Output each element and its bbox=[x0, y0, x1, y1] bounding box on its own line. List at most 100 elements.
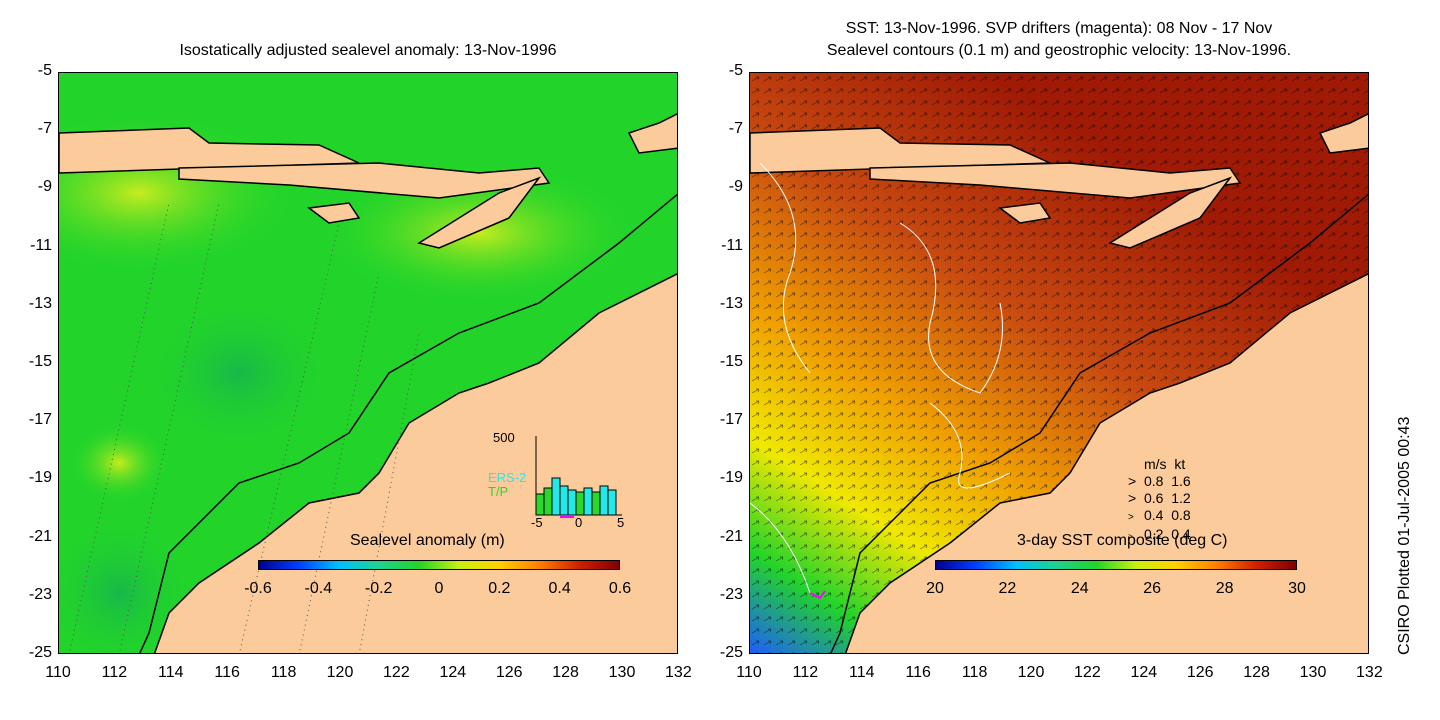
java-land bbox=[750, 127, 1051, 174]
legend-arrow-icon: > bbox=[1128, 532, 1133, 541]
velocity-legend-row: >0.8 1.6 bbox=[1128, 473, 1191, 489]
y-tick-label: -5 bbox=[728, 62, 743, 79]
left-colorbar-title: Sealevel anomaly (m) bbox=[350, 532, 505, 549]
x-tick-label: 118 bbox=[961, 664, 988, 681]
x-tick-label: 126 bbox=[495, 664, 523, 681]
x-tick-label: 128 bbox=[1243, 664, 1270, 681]
y-tick-label: -21 bbox=[28, 527, 52, 545]
velocity-legend-row: >0.4 0.8 bbox=[1128, 507, 1191, 526]
velocity-legend: m/s kt >0.8 1.6 >0.6 1.2 >0.4 0.8 >0.2 0… bbox=[1128, 456, 1191, 545]
histogram-xtick-center: 0 bbox=[575, 515, 583, 530]
left-colorbar bbox=[258, 560, 620, 570]
velocity-legend-row: >0.6 1.2 bbox=[1128, 490, 1191, 506]
timor-island bbox=[1108, 176, 1233, 249]
legend-arrow-icon: > bbox=[1128, 512, 1134, 523]
right-map-panel bbox=[749, 72, 1369, 654]
legend-arrow-icon: > bbox=[1128, 473, 1137, 489]
histogram-bar bbox=[607, 489, 617, 516]
y-tick-label: -7 bbox=[728, 120, 743, 138]
x-tick-label: 126 bbox=[1186, 664, 1214, 681]
y-tick-label: -17 bbox=[719, 411, 743, 429]
svp-drifter-track bbox=[809, 590, 826, 600]
australia-land bbox=[844, 273, 1368, 653]
histogram-bar bbox=[599, 485, 609, 516]
x-tick-label: 116 bbox=[905, 664, 931, 681]
side-credit-label: CSIRO Plotted 01-Jul-2005 00:43 bbox=[1396, 416, 1413, 655]
y-tick-label: -19 bbox=[28, 469, 52, 487]
x-tick-label: 114 bbox=[849, 664, 875, 681]
x-tick-label: 122 bbox=[383, 664, 410, 681]
colorbar-tick-label: 0.6 bbox=[608, 580, 632, 597]
x-tick-label: 112 bbox=[101, 664, 128, 681]
shelf-contour bbox=[139, 193, 677, 653]
colorbar-tick-label: -0.6 bbox=[244, 580, 272, 597]
colorbar-tick-label: -0.2 bbox=[364, 580, 393, 597]
right-title-line2: Sealevel contours (0.1 m) and geostrophi… bbox=[826, 42, 1292, 59]
left-map-graphic bbox=[59, 73, 677, 653]
histogram-legend-ers2: ERS-2 bbox=[488, 470, 527, 485]
y-tick-label: -19 bbox=[719, 469, 743, 487]
y-tick-label: -13 bbox=[719, 294, 743, 312]
y-tick-label: -15 bbox=[719, 353, 743, 370]
x-tick-label: 128 bbox=[552, 664, 579, 681]
x-tick-label: 132 bbox=[665, 664, 692, 681]
tanimbar-islands bbox=[627, 113, 677, 154]
histogram-bar bbox=[559, 485, 569, 516]
histogram-xtick-left: -5 bbox=[531, 515, 543, 530]
shelf-contour bbox=[830, 193, 1368, 653]
histogram-legend: ERS-2 T/P bbox=[488, 471, 526, 499]
colorbar-tick-label: 26 bbox=[1143, 580, 1162, 597]
colorbar-tick-label: 0 bbox=[434, 580, 444, 597]
x-tick-label: 120 bbox=[326, 664, 354, 681]
y-tick-label: -11 bbox=[30, 236, 52, 254]
histogram-bar bbox=[583, 487, 593, 516]
colorbar-tick-label: 28 bbox=[1215, 580, 1234, 597]
histogram-bar bbox=[543, 487, 553, 516]
left-title: Isostatically adjusted sealevel anomaly:… bbox=[179, 42, 557, 59]
y-tick-label: -7 bbox=[37, 120, 52, 138]
x-tick-label: 122 bbox=[1074, 664, 1101, 681]
y-tick-label: -25 bbox=[719, 644, 743, 661]
y-tick-label: -11 bbox=[721, 236, 743, 254]
colorbar-tick-label: 0.2 bbox=[488, 580, 511, 597]
histogram-bar bbox=[591, 491, 601, 516]
anomaly-high-southwest bbox=[69, 423, 169, 503]
x-tick-label: 110 bbox=[736, 664, 762, 681]
x-tick-label: 124 bbox=[1130, 664, 1158, 681]
right-colorbar-title: 3-day SST composite (deg C) bbox=[1017, 532, 1228, 549]
anomaly-low-southwest bbox=[59, 513, 199, 653]
lesser-sunda-islands bbox=[869, 162, 1242, 199]
x-tick-label: 130 bbox=[1299, 664, 1327, 681]
y-tick-label: -21 bbox=[719, 527, 743, 545]
satellite-tracks bbox=[68, 202, 420, 653]
australia-land bbox=[153, 273, 677, 653]
y-tick-label: -9 bbox=[37, 178, 52, 196]
lesser-sunda-islands bbox=[178, 162, 551, 199]
colorbar-tick-label: 22 bbox=[998, 580, 1017, 597]
x-tick-label: 130 bbox=[608, 664, 636, 681]
y-tick-label: -5 bbox=[37, 62, 52, 79]
colorbar-tick-label: 30 bbox=[1288, 580, 1306, 597]
histogram-bar bbox=[551, 477, 561, 516]
timor-island bbox=[417, 176, 542, 249]
y-tick-label: -25 bbox=[28, 644, 52, 661]
y-tick-label: -13 bbox=[28, 294, 52, 312]
legend-header-ms: m/s bbox=[1144, 456, 1167, 472]
sumba-island bbox=[307, 202, 361, 224]
sealevel-contours bbox=[750, 162, 1011, 594]
sumba-island bbox=[998, 202, 1052, 224]
legend-header-kt: kt bbox=[1174, 456, 1186, 472]
colorbar-tick-label: 24 bbox=[1070, 580, 1089, 597]
x-tick-label: 116 bbox=[214, 664, 240, 681]
histogram-bar bbox=[567, 489, 577, 516]
x-tick-label: 110 bbox=[45, 664, 71, 681]
colorbar-tick-label: -0.4 bbox=[304, 580, 333, 597]
histogram-legend-tp: T/P bbox=[488, 484, 509, 499]
right-map-graphic bbox=[750, 73, 1368, 653]
x-tick-label: 132 bbox=[1356, 664, 1383, 681]
colorbar-tick-label: 0.4 bbox=[548, 580, 571, 597]
legend-arrow-icon: > bbox=[1128, 490, 1137, 506]
velocity-legend-header: m/s kt bbox=[1128, 456, 1191, 473]
x-tick-label: 124 bbox=[439, 664, 467, 681]
data-count-histogram bbox=[535, 436, 622, 518]
